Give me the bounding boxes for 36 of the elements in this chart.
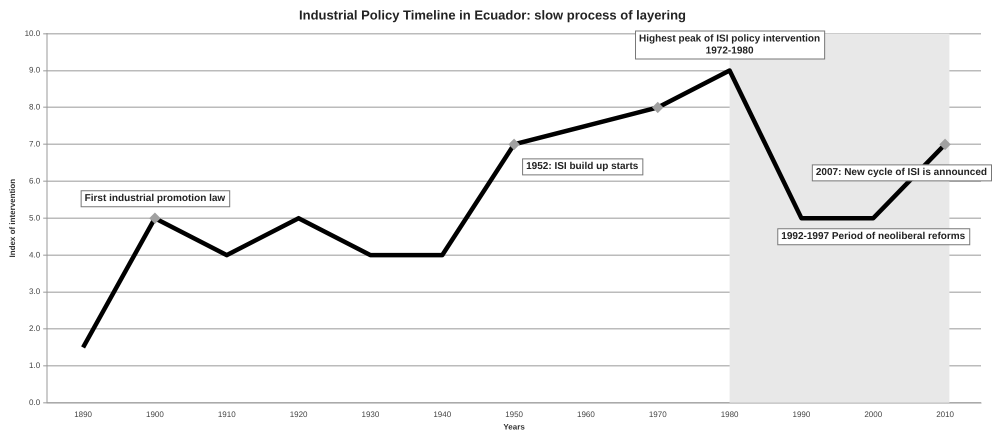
x-tick-label: 2010 xyxy=(936,410,955,419)
point xyxy=(508,138,520,150)
annotation: 1952: ISI build up starts xyxy=(526,161,639,172)
y-tick-label: 1.0 xyxy=(29,361,41,370)
x-tick-label: 1960 xyxy=(577,410,596,419)
annotation: 2007: New cycle of ISI is announced xyxy=(816,167,987,178)
x-tick-label: 1930 xyxy=(362,410,380,419)
x-tick-label: 1980 xyxy=(720,410,740,419)
x-tick-label: 1920 xyxy=(290,410,308,419)
annotation: 1992-1997 Period of neoliberal reforms xyxy=(781,230,966,242)
y-tick-label: 5.0 xyxy=(29,213,41,222)
x-tick-label: 2000 xyxy=(864,410,883,419)
y-tick-label: 3.0 xyxy=(29,287,41,296)
chart-title: Industrial Policy Timeline in Ecuador: slow process of layering xyxy=(299,7,686,22)
y-tick-label: 6.0 xyxy=(29,176,41,186)
annotation: Highest peak of ISI policy intervention 1972-1980 xyxy=(639,33,820,56)
x-tick-label: 1900 xyxy=(146,410,164,419)
y-tick-label: 2.0 xyxy=(29,324,41,334)
point xyxy=(940,138,951,150)
x-tick-label: 1970 xyxy=(648,410,668,419)
y-tick-label: 8.0 xyxy=(29,102,41,112)
x-tick-label: 1910 xyxy=(218,410,236,419)
point xyxy=(652,102,664,113)
y-tick-label: 0.0 xyxy=(29,398,41,408)
x-tick-label: 1940 xyxy=(433,410,452,419)
y-tick-label: 7.0 xyxy=(29,140,41,149)
y-tick-label: 9.0 xyxy=(29,66,41,75)
annotation: First industrial promotion law xyxy=(84,192,226,204)
x-tick-label: 1890 xyxy=(74,410,93,419)
point xyxy=(149,212,160,224)
x-axis-title: Years xyxy=(503,422,526,432)
y-tick-label: 10.0 xyxy=(24,28,41,38)
y-axis-title: Index of intervention xyxy=(8,178,18,258)
x-tick-label: 1990 xyxy=(792,410,811,419)
y-tick-label: 4.0 xyxy=(29,250,41,260)
x-tick-label: 1950 xyxy=(505,410,524,419)
